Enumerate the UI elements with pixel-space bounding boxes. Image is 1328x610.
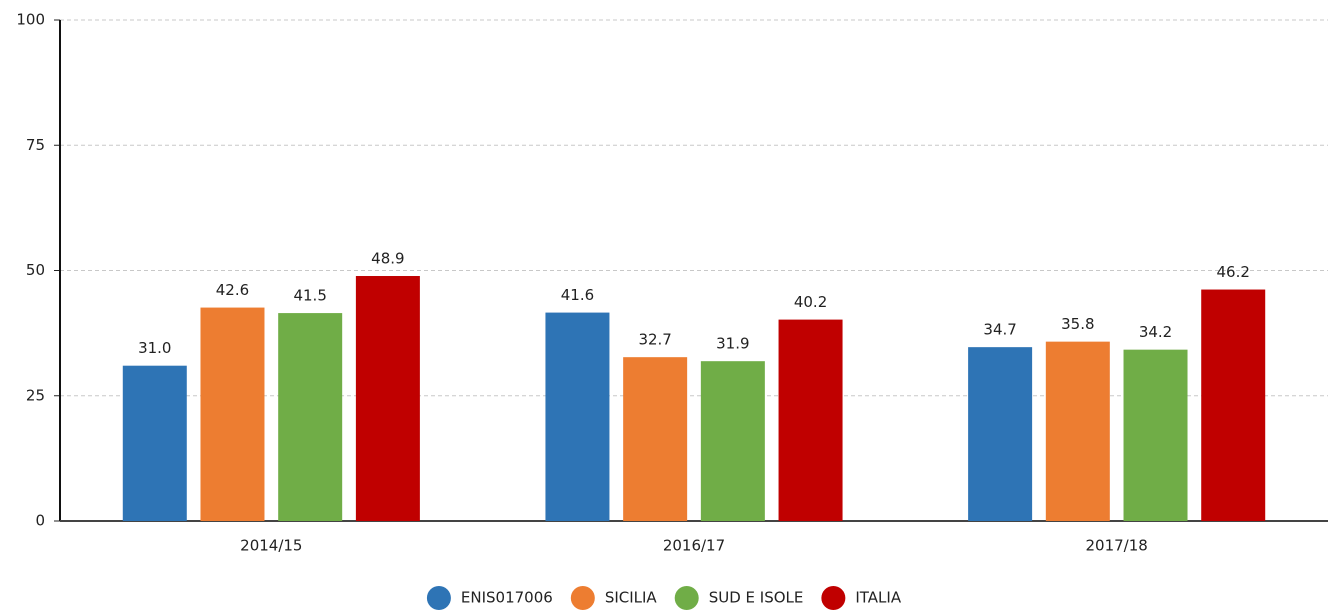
x-tick-label: 2014/15 (240, 537, 302, 555)
data-label: 31.9 (716, 335, 749, 353)
legend-swatch (570, 586, 595, 610)
x-tick-label: 2017/18 (1086, 537, 1148, 555)
legend-label: SICILIA (605, 589, 658, 607)
data-label: 40.2 (794, 293, 827, 311)
x-tick-label: 2016/17 (663, 537, 725, 555)
bar (968, 347, 1033, 521)
bar (278, 313, 343, 521)
data-label: 46.2 (1217, 263, 1250, 281)
y-tick-label: 0 (35, 512, 45, 530)
bar (122, 365, 187, 521)
legend-label: ENIS017006 (461, 589, 553, 607)
data-label: 31.0 (138, 339, 171, 357)
data-label: 42.6 (216, 281, 249, 299)
bar (1201, 289, 1266, 521)
bar (355, 276, 420, 521)
bar (623, 357, 688, 521)
legend-swatch (426, 586, 451, 610)
data-label: 41.6 (561, 286, 594, 304)
y-tick-label: 75 (26, 136, 45, 154)
data-label: 34.7 (983, 321, 1016, 339)
data-label: 32.7 (638, 331, 671, 349)
y-tick-label: 25 (26, 386, 45, 404)
y-tick-label: 100 (16, 11, 45, 29)
bar (200, 307, 265, 521)
y-tick-label: 50 (26, 261, 45, 279)
legend-label: ITALIA (855, 589, 901, 607)
legend-label: SUD E ISOLE (709, 589, 804, 607)
data-label: 34.2 (1139, 323, 1172, 341)
bar (778, 319, 843, 521)
bar (545, 312, 610, 521)
bar (1123, 349, 1188, 521)
bar (1045, 341, 1110, 521)
data-label: 41.5 (293, 287, 326, 305)
data-label: 35.8 (1061, 315, 1094, 333)
legend-swatch (674, 586, 699, 610)
data-label: 48.9 (371, 250, 404, 268)
bar (700, 361, 765, 521)
legend-swatch (821, 586, 846, 610)
